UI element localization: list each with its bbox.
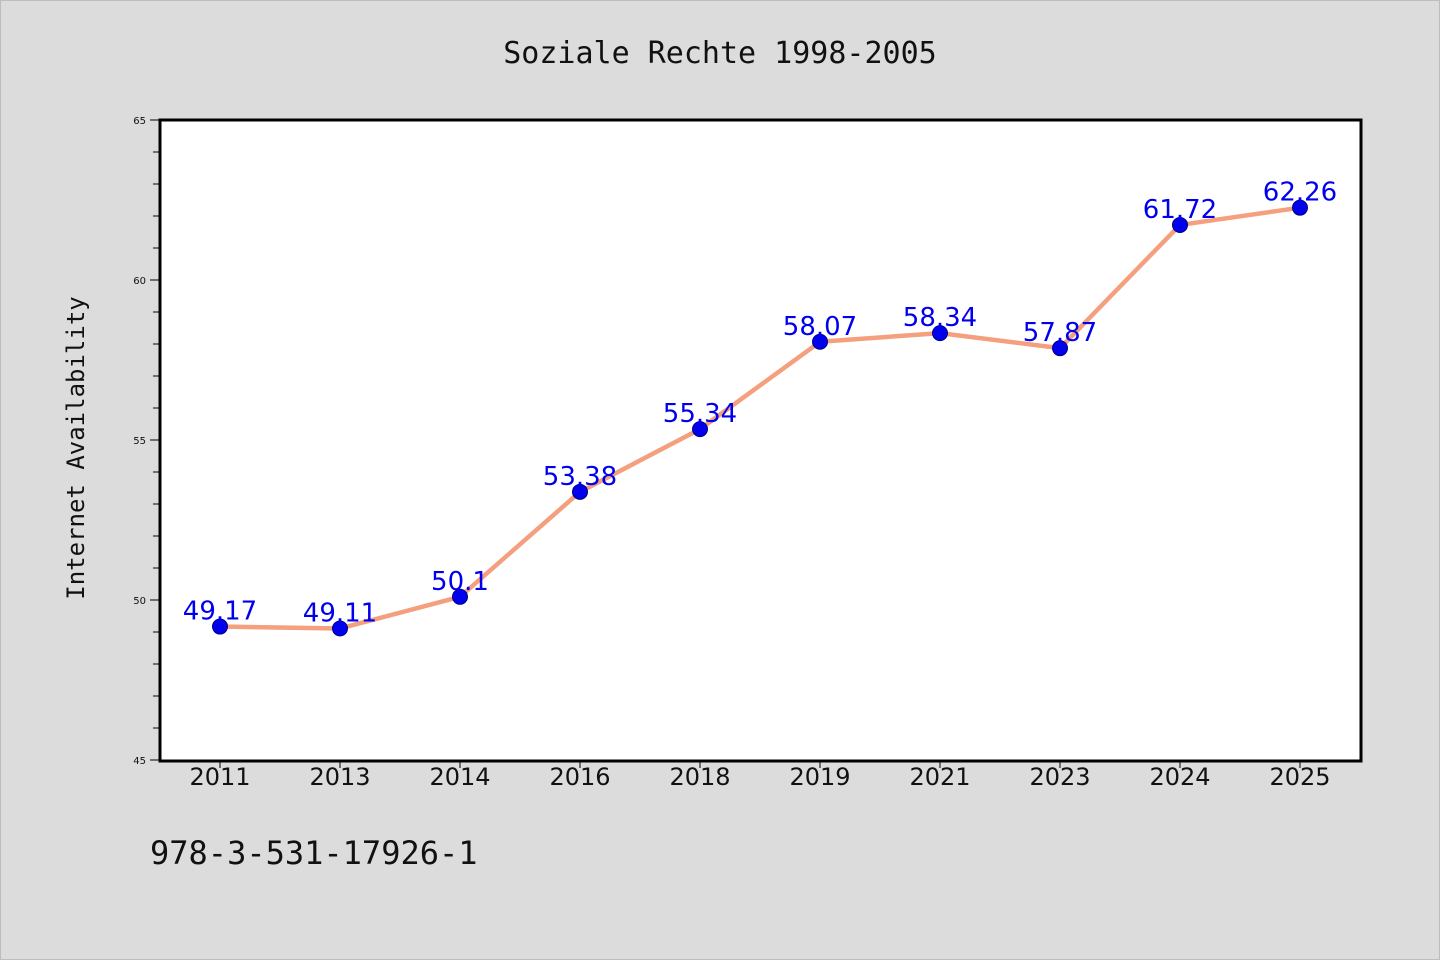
y-tick-label: 60 [133,276,146,287]
y-axis-label: Internet Availability [62,296,90,599]
data-point-marker [452,588,468,605]
x-tick-label: 2013 [309,763,370,791]
x-tick-label: 2011 [189,763,250,791]
data-point-marker [572,483,588,500]
data-label: 49.11 [303,598,377,628]
x-tick-label: 2025 [1269,763,1330,791]
data-point-marker [932,325,948,342]
markers-group [212,199,1308,637]
data-label: 58.34 [903,303,977,333]
x-tick-label: 2021 [909,763,970,791]
data-label: 50.1 [431,567,489,597]
data-label: 58.07 [783,312,857,342]
y-tick-label: 55 [133,436,146,447]
x-tick-label: 2014 [429,763,490,791]
data-label: 57.87 [1023,318,1097,348]
y-tick-label: 65 [133,116,146,127]
data-label: 49.17 [183,597,257,627]
data-point-marker [1172,216,1188,233]
isbn-footnote: 978-3-531-17926-1 [150,834,478,872]
series-line-group [217,205,1303,631]
x-tick-label: 2018 [669,763,730,791]
x-tick-label: 2016 [549,763,610,791]
y-tick-label: 45 [133,756,146,767]
data-point-marker [692,421,708,438]
data-point-marker [1292,199,1308,216]
data-label: 55.34 [663,399,737,429]
data-label: 53.38 [543,462,617,492]
series-line [217,205,1303,631]
data-point-marker [812,333,828,350]
x-tick-label: 2019 [789,763,850,791]
data-point-marker [332,620,348,637]
data-label: 61.72 [1143,195,1217,225]
x-tick-label: 2024 [1149,763,1210,791]
y-axis: 45 50 55 60 65 [133,116,160,767]
data-label: 62.26 [1263,178,1337,208]
data-point-marker [1052,340,1068,357]
data-labels-group: 49.17 49.11 50.1 53.38 55.34 58.07 58.34 57.87 6… [183,178,1337,629]
chart-title: Soziale Rechte 1998-2005 [503,36,936,71]
y-tick-label: 50 [133,596,146,607]
plot-area [158,118,1363,763]
data-point-marker [212,618,228,635]
x-tick-label: 2023 [1029,763,1090,791]
x-axis: 2011 2013 2014 2016 2018 2019 2021 2023 2024 2025 [189,760,1331,791]
